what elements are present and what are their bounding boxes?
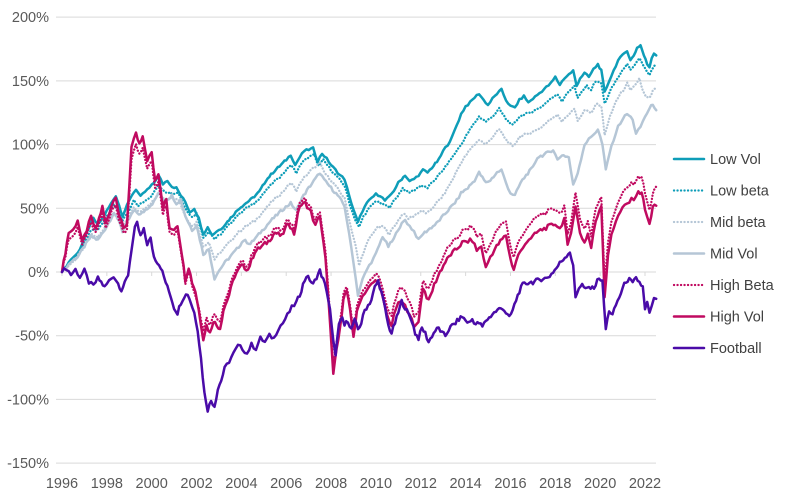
legend-label: High Beta	[710, 278, 775, 294]
legend-item-mid-vol: Mid Vol	[672, 247, 758, 263]
x-axis-label: 2016	[494, 476, 526, 492]
x-axis-label: 1996	[46, 476, 78, 492]
series-line-high-vol	[60, 131, 658, 376]
legend-item-football: Football	[672, 341, 762, 357]
x-axis-label: 2012	[405, 476, 437, 492]
x-axis-label: 2020	[584, 476, 616, 492]
x-axis-label: 2022	[629, 476, 661, 492]
x-axis-labels: 1996 1998 2000 2002 2004 2006 2008 2010 2012 2014…	[46, 476, 661, 492]
x-axis-label: 2018	[539, 476, 571, 492]
y-axis-label: 200%	[12, 10, 49, 26]
series-line-mid-vol	[60, 103, 658, 298]
x-axis-label: 2000	[136, 476, 168, 492]
x-axis-label: 2006	[270, 476, 302, 492]
legend-label: Mid Vol	[710, 247, 758, 263]
y-axis-labels: 200% 150% 100% 50% 0% -50% -100% -150%	[7, 10, 49, 472]
x-axis-label: 2002	[180, 476, 212, 492]
x-axis-label: 2004	[225, 476, 257, 492]
axis-ticks	[61, 272, 646, 276]
legend-label: Low beta	[710, 184, 770, 200]
y-axis-label: 150%	[12, 74, 49, 90]
legend-item-mid-beta: Mid beta	[672, 215, 767, 231]
legend-label: Football	[710, 341, 762, 357]
y-axis-label: 50%	[20, 201, 49, 217]
series-line-low-vol	[60, 43, 658, 274]
x-axis-label: 2008	[315, 476, 347, 492]
legend-label: High Vol	[710, 310, 764, 326]
y-axis-label: -50%	[15, 329, 49, 345]
legend-label: Mid beta	[710, 215, 767, 231]
legend-item-low-beta: Low beta	[672, 184, 770, 200]
series-line-football	[60, 220, 658, 413]
y-axis-label: 100%	[12, 138, 49, 154]
series-lines	[60, 43, 658, 413]
legend-item-high-beta: High Beta	[672, 278, 775, 294]
chart-legend: Low Vol Low beta Mid beta Mid Vol High Beta H…	[672, 152, 775, 357]
x-axis-label: 1998	[91, 476, 123, 492]
y-axis-label: -100%	[7, 392, 49, 408]
legend-item-low-vol: Low Vol	[672, 152, 761, 168]
y-axis-label: -150%	[7, 456, 49, 472]
legend-label: Low Vol	[710, 152, 761, 168]
legend-item-high-vol: High Vol	[672, 310, 764, 326]
y-axis-label: 0%	[28, 265, 49, 281]
x-axis-label: 2010	[360, 476, 392, 492]
x-axis-label: 2014	[449, 476, 481, 492]
